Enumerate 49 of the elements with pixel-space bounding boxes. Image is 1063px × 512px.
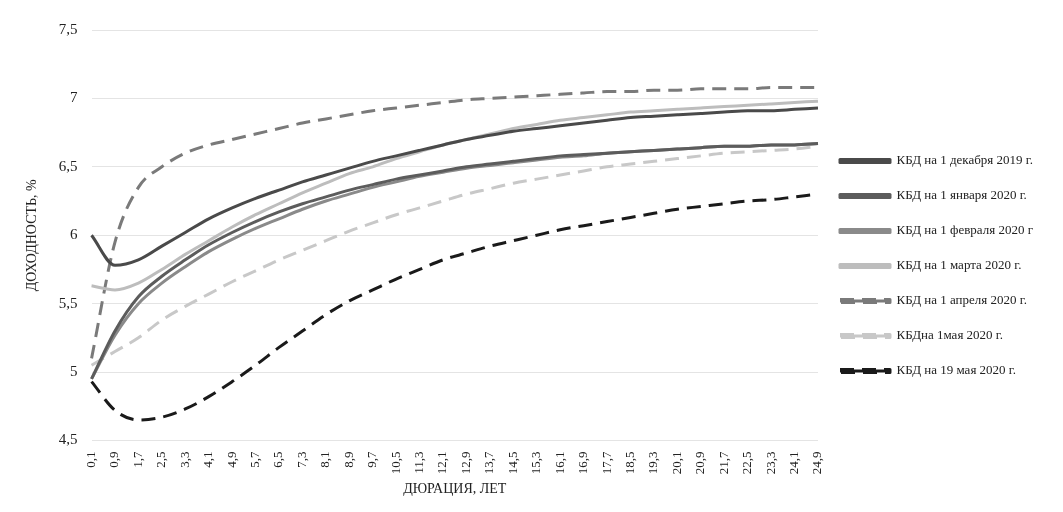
x-tick-label: 12,9 (457, 451, 473, 475)
legend-label: КБД на 1 марта 2020 г. (896, 257, 1022, 273)
x-tick-label: 4,1 (200, 451, 216, 468)
legend-label: КБД на 1 апреля 2020 г. (896, 292, 1027, 308)
x-tick-label: 17,7 (598, 450, 614, 475)
x-tick-label: 23,3 (762, 451, 778, 475)
x-tick-label: 6,5 (270, 451, 286, 468)
y-tick-label: 5,5 (58, 294, 78, 311)
x-tick-label: 0,1 (82, 451, 98, 468)
x-tick-label: 18,5 (621, 451, 637, 475)
x-tick-label: 2,5 (153, 451, 169, 468)
x-tick-label: 24,9 (809, 451, 825, 475)
x-tick-label: 0,9 (106, 451, 122, 468)
x-tick-label: 20,1 (668, 451, 684, 475)
x-tick-label: 20,9 (692, 451, 708, 475)
x-tick-label: 5,7 (247, 450, 263, 468)
x-tick-label: 19,3 (645, 451, 661, 475)
x-tick-label: 1,7 (129, 450, 145, 468)
x-tick-label: 12,1 (434, 451, 450, 475)
x-tick-label: 14,5 (504, 451, 520, 475)
y-tick-label: 6,5 (58, 157, 78, 174)
x-tick-label: 7,3 (293, 451, 309, 468)
x-tick-label: 3,3 (176, 451, 192, 468)
y-tick-label: 7 (70, 89, 79, 106)
x-tick-label: 24,1 (785, 451, 801, 475)
x-tick-label: 11,3 (411, 451, 427, 474)
x-tick-label: 8,1 (317, 451, 333, 468)
y-tick-label: 6 (70, 226, 79, 243)
x-tick-label: 4,9 (223, 451, 239, 468)
y-tick-label: 5 (70, 362, 78, 379)
x-tick-label: 10,5 (387, 451, 403, 475)
x-axis-title: ДЮРАЦИЯ, ЛЕТ (403, 481, 507, 497)
x-tick-label: 16,1 (551, 451, 567, 475)
legend-label: КБД на 1 декабря 2019 г. (896, 152, 1033, 168)
y-axis-title: ДОХОДНОСТЬ, % (24, 178, 40, 292)
y-tick-label: 4,5 (58, 431, 78, 448)
x-tick-label: 16,9 (575, 451, 591, 475)
x-tick-label: 9,7 (364, 450, 380, 468)
legend-label: КБДна 1мая 2020 г. (896, 327, 1003, 343)
legend-label: КБД на 19 мая 2020 г. (896, 362, 1016, 378)
y-tick-label: 7,5 (58, 20, 78, 37)
x-tick-label: 21,7 (715, 450, 731, 475)
x-tick-label: 13,7 (481, 450, 497, 475)
legend-label: КБД на 1 января 2020 г. (896, 187, 1027, 203)
legend-label: КБД на 1 февраля 2020 г (896, 222, 1033, 238)
x-tick-label: 22,5 (739, 451, 755, 475)
x-tick-label: 8,9 (340, 451, 356, 468)
line-series (90, 106, 820, 267)
x-tick-label: 15,3 (528, 451, 544, 475)
